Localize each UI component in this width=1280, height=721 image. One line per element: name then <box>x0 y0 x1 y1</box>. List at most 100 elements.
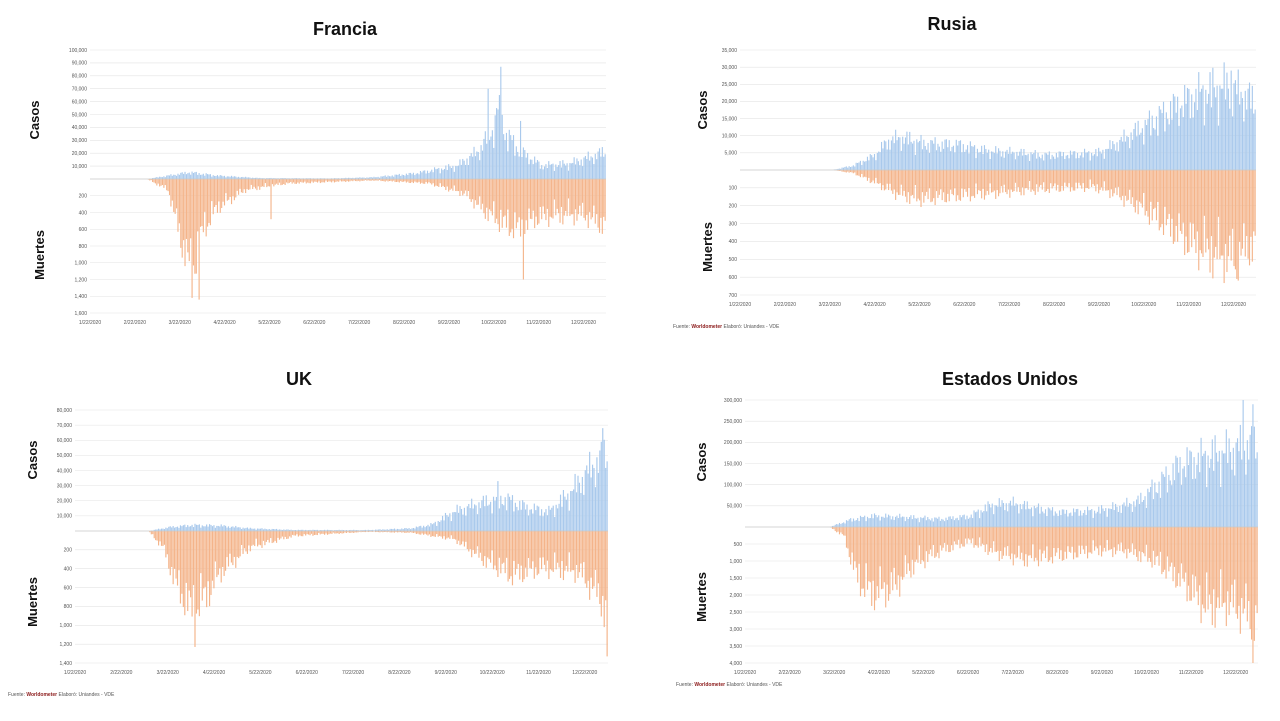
deaths-bar <box>1092 527 1094 541</box>
deaths-bar <box>1218 527 1220 609</box>
deaths-bar <box>360 531 362 533</box>
cases-bar <box>880 141 883 170</box>
deaths-tick-label: 1,000 <box>59 623 72 629</box>
deaths-bar <box>402 179 405 182</box>
x-tick-label: 7/22/2020 <box>1002 670 1024 676</box>
cases-bar <box>446 169 448 179</box>
deaths-bar <box>179 531 182 604</box>
deaths-bar <box>1043 527 1045 551</box>
deaths-tick-label: 200 <box>79 194 88 200</box>
cases-bar <box>167 175 169 179</box>
deaths-bar <box>597 179 599 228</box>
deaths-bar <box>1253 170 1255 232</box>
deaths-bar <box>1065 170 1067 187</box>
cases-bar <box>524 150 526 179</box>
deaths-bar <box>940 170 942 190</box>
x-tick-label: 5/22/2020 <box>912 670 934 676</box>
deaths-bar <box>1229 527 1232 603</box>
deaths-bar <box>966 170 969 197</box>
cases-bar <box>563 163 565 179</box>
cases-bar <box>917 142 919 170</box>
cases-bar <box>174 174 176 179</box>
deaths-bar <box>957 170 959 196</box>
cases-bar <box>404 175 406 179</box>
source-prefix: Fuente: <box>673 324 690 330</box>
deaths-bar <box>1005 527 1007 556</box>
deaths-bar <box>344 531 346 533</box>
cases-bar <box>435 169 437 179</box>
deaths-bar <box>1165 170 1167 226</box>
cases-bar <box>271 528 273 531</box>
deaths-bar <box>236 179 238 191</box>
cases-bar <box>1079 510 1082 527</box>
cases-bar <box>1178 472 1180 527</box>
cases-bar <box>1148 110 1150 170</box>
deaths-bar <box>1074 170 1076 191</box>
deaths-bar <box>514 179 516 213</box>
cases-tick-label: 40,000 <box>57 468 73 474</box>
deaths-bar <box>386 531 388 533</box>
cases-bar <box>194 523 196 531</box>
cases-bar <box>1100 153 1103 170</box>
x-tick-label: 7/22/2020 <box>342 670 364 676</box>
deaths-bar <box>831 527 834 529</box>
deaths-bar <box>356 531 358 533</box>
cases-bar <box>308 530 310 531</box>
cases-bar <box>567 170 570 179</box>
cases-bar <box>400 175 402 179</box>
deaths-bar <box>376 531 378 532</box>
cases-bar <box>388 176 391 179</box>
cases-bar <box>511 140 513 179</box>
cases-bar <box>555 164 557 179</box>
deaths-bar <box>332 531 334 533</box>
cases-bar <box>1219 85 1221 170</box>
cases-bar <box>206 524 208 531</box>
deaths-bar <box>581 531 583 578</box>
deaths-bar <box>1016 170 1018 192</box>
cases-bar <box>974 145 976 170</box>
cases-bar <box>1053 515 1055 527</box>
cases-bar <box>250 178 252 179</box>
deaths-bar <box>331 531 333 534</box>
cases-bar <box>217 525 219 531</box>
cases-bar <box>1228 438 1230 527</box>
deaths-bar <box>535 531 537 568</box>
deaths-bar <box>1254 170 1256 236</box>
deaths-bar <box>591 179 594 218</box>
cases-bar <box>483 138 485 179</box>
cases-bar <box>1034 150 1036 170</box>
cases-bar <box>463 507 465 531</box>
deaths-bar <box>1177 170 1179 242</box>
cases-bar <box>444 512 447 531</box>
deaths-bar <box>377 179 379 181</box>
cases-bar <box>1182 117 1184 170</box>
cases-bar <box>1076 152 1079 170</box>
cases-bar <box>190 174 192 179</box>
cases-bar <box>273 529 275 531</box>
cases-bar <box>1030 507 1033 527</box>
cases-bar <box>597 151 599 179</box>
deaths-bar <box>158 531 160 546</box>
cases-bar <box>1042 511 1044 527</box>
deaths-tick-label: 700 <box>729 293 738 299</box>
cases-bar <box>341 529 343 531</box>
deaths-bar <box>879 170 881 184</box>
cases-bar <box>459 506 461 531</box>
deaths-bar <box>834 527 836 532</box>
deaths-bar <box>1000 527 1002 552</box>
cases-bar <box>275 528 278 531</box>
cases-bar <box>976 511 978 527</box>
x-tick-label: 1/22/2020 <box>729 302 751 308</box>
deaths-bar <box>918 527 920 546</box>
cases-bar <box>1209 72 1211 170</box>
cases-bar <box>201 525 203 531</box>
cases-bar <box>1019 504 1021 527</box>
cases-bar <box>473 146 475 179</box>
cases-bar <box>564 496 566 531</box>
deaths-bar <box>1061 527 1063 561</box>
deaths-bar <box>217 531 219 575</box>
cases-bar <box>947 147 949 170</box>
deaths-bar <box>578 531 581 573</box>
deaths-bar <box>1164 170 1166 207</box>
deaths-bar <box>880 170 883 191</box>
